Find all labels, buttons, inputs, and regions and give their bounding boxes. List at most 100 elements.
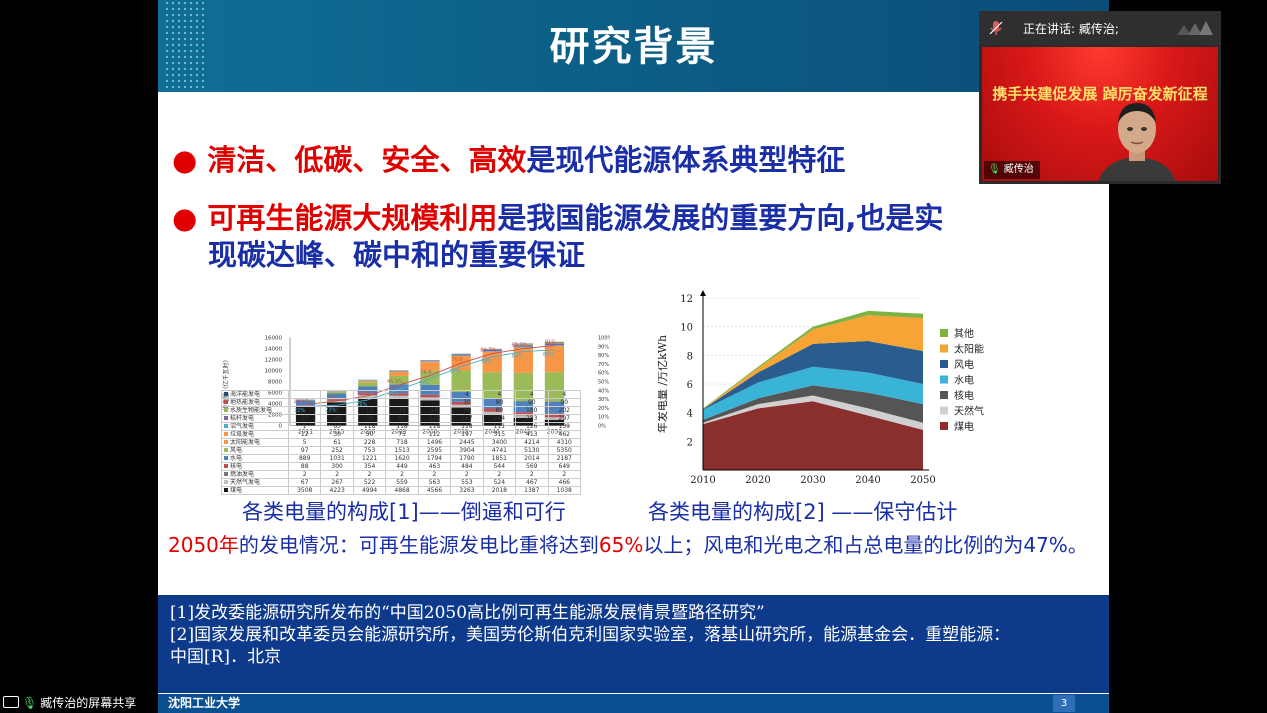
chart-2-y-tick: 10 (680, 323, 693, 334)
chart-1-table-cell: 5 (287, 438, 322, 447)
header-dot-pattern (164, 0, 204, 92)
generation-area-chart: 2010 2020 2030 2040 2050 2 4 6 8 10 12 年发电量 /万亿kWh 其… (658, 290, 984, 486)
chart-2-caption: 各类电量的构成[2] ——保守估计 (648, 500, 958, 524)
chart-1-series-name: 水电 (230, 455, 243, 462)
chart-1-table-cell: 649 (547, 462, 581, 471)
chart-1-table-cell: 252 (320, 446, 354, 455)
chart-1-table-row: 风电 97 252 753 1513 2595 3904 4741 5130 5350 (221, 446, 581, 455)
chart-1-table-cell: 4 (482, 390, 517, 399)
chart-1-series-name: 水质生物能发电 (230, 407, 273, 414)
chart-1-table-cell: 202 (547, 406, 581, 415)
chart-1-table-cell: 187 (450, 414, 484, 423)
chart-1-table-cell: 2 (417, 470, 452, 479)
speaker-name: 臧传治 (1003, 164, 1034, 175)
chart-1-table-series-label: 沼气发电 (221, 422, 289, 431)
chart-1-y2-tick: 20% (598, 406, 609, 412)
chart-1-table-cell: 88 (287, 462, 322, 471)
mic-on-icon: 🎙 (988, 164, 1001, 175)
speaker-video[interactable]: 携手共建促发展 踔厉奋发新征程 🎙 臧传治 (982, 47, 1218, 181)
speaking-label: 正在讲话: 臧传治; (1023, 22, 1119, 36)
summary-text: 2050年的发电情况：可再生能源发电比重将达到65%以上；风电和光电之和占总电量… (168, 532, 1103, 559)
bullet-2: ● 可再生能源大规模利用是我国能源发展的重要方向,也是实 (172, 200, 943, 237)
legend-swatch (224, 472, 228, 476)
chart-1-table-series-label: 地热能发电 (221, 398, 289, 407)
chart-1-table-cell: 2 (287, 470, 322, 479)
chart-1-table-cell: 3263 (450, 486, 484, 495)
chart-1-table-row: 地热能发电 30 90 90 90 (221, 398, 581, 407)
chart-1-table-cell: 4741 (482, 446, 517, 455)
screen-share-label[interactable]: 🎙 臧传治的屏幕共享 (0, 693, 136, 713)
chart-1-table-cell: 569 (515, 462, 549, 471)
chart-1-table-row: 秸秆发电 10 20 59 87 129 187 244 283 297 (221, 414, 581, 423)
chart-1-table-row: 水质生物能发电 6 12 18 28 46 80 180 202 (221, 406, 581, 415)
chart-1-table-cell: 718 (385, 438, 419, 447)
chart-1-bar-segment (420, 384, 440, 395)
chart-1-table-cell: 1790 (450, 454, 484, 463)
chart-1-table-cell (287, 390, 322, 399)
chart-2-legend-swatch (940, 375, 948, 384)
chart-2-area-太阳能 (703, 315, 923, 410)
chart-1-table-cell: 4223 (320, 486, 354, 495)
chart-1-table-cell: 67 (287, 478, 322, 487)
legend-swatch (224, 408, 228, 412)
legend-swatch (224, 456, 228, 460)
speaker-name-tag: 🎙 臧传治 (984, 161, 1040, 179)
chart-2-legend-label: 煤电 (954, 420, 974, 433)
chart-1-table-row: 煤电 3508 4223 4994 4868 4566 3263 2018 1387 1038 (221, 486, 581, 495)
chart-1-table-row: 沼气发电 1 63 118 118 118 118 111 126 139 (221, 422, 581, 431)
chart-1-table-cell: 118 (450, 422, 484, 431)
chart-2-x-tick: 2050 (910, 475, 935, 486)
chart-2-legend-swatch (940, 422, 948, 430)
chart-1-table-cell: 4566 (417, 486, 452, 495)
chart-1-table-cell: 563 (417, 478, 452, 487)
chart-1-line-label: 84% (512, 354, 523, 360)
chart-1-table-cell (352, 390, 387, 399)
chart-2-area-天然气 (703, 395, 923, 430)
chart-1-table-cell: 449 (385, 462, 419, 471)
bullet-2-text: 是我国能源发展的重要方向,也是实 (497, 201, 944, 235)
references-box (158, 595, 1109, 693)
chart-1-table-cell: 30 (320, 430, 354, 439)
chart-1-table-cell: 2018 (482, 486, 517, 495)
legend-swatch (224, 416, 228, 420)
chart-1-bar-segment (389, 375, 409, 385)
chart-1-table-cell: 129 (417, 414, 452, 423)
chart-1-bar-segment (420, 362, 440, 371)
video-background-banner: 携手共建促发展 踔厉奋发新征程 (992, 85, 1208, 103)
chart-1-bar-segment (513, 345, 533, 347)
chart-1-table-cell: 6 (320, 406, 354, 415)
chart-1-table-cell: 87 (385, 414, 419, 423)
legend-swatch (224, 448, 228, 452)
chart-1-table-cell (417, 390, 452, 399)
chart-1-table-cell: 1 (287, 422, 322, 431)
speaker-status-bar: 正在讲话: 臧传治; (979, 11, 1221, 45)
chart-1-table-cell: 559 (385, 478, 419, 487)
chart-1-table-cell: 2 (320, 470, 354, 479)
chart-1-table-cell: 90 (547, 398, 581, 407)
chart-1-table-cell: 522 (352, 478, 387, 487)
chart-1-y-tick: 8000 (268, 380, 282, 386)
chart-1-series-name: 煤电 (230, 487, 243, 494)
chart-1-table-cell: 4 (450, 390, 484, 399)
chart-1-series-name: 燃油发电 (230, 471, 255, 478)
chart-1-table-series-label: 燃油发电 (221, 470, 289, 479)
chart-1-table-cell: 30 (450, 398, 484, 407)
chart-1-table-cell: 46 (450, 406, 484, 415)
chart-1-table-series-label: 核电 (221, 462, 289, 471)
chart-1-series-name: 垃圾发电 (230, 431, 255, 438)
chart-1-table-cell: 3508 (287, 486, 322, 495)
legend-swatch (224, 488, 228, 492)
chart-1-table-cell: 118 (352, 422, 387, 431)
chart-1-table-cell (320, 398, 354, 407)
chart-1-table-cell: 2445 (450, 438, 484, 447)
speaker-video-panel[interactable]: 正在讲话: 臧传治; 携手共建促发展 踔厉奋发新征程 🎙 臧传治 (979, 11, 1221, 184)
chart-2-x-tick: 2020 (745, 475, 770, 486)
chart-1-bar-segment (420, 361, 440, 362)
chart-1-table-cell: 97 (287, 446, 322, 455)
chart-1-line-label: 91% (545, 339, 556, 345)
chart-1-table-cell: 4 (547, 390, 581, 399)
summary-percent-47: 47% (1023, 533, 1068, 557)
chart-1-table-cell: 4310 (547, 438, 581, 447)
chart-1-caption: 各类电量的构成[1]——倒逼和可行 (242, 500, 566, 524)
chart-2-legend-swatch (940, 391, 948, 399)
